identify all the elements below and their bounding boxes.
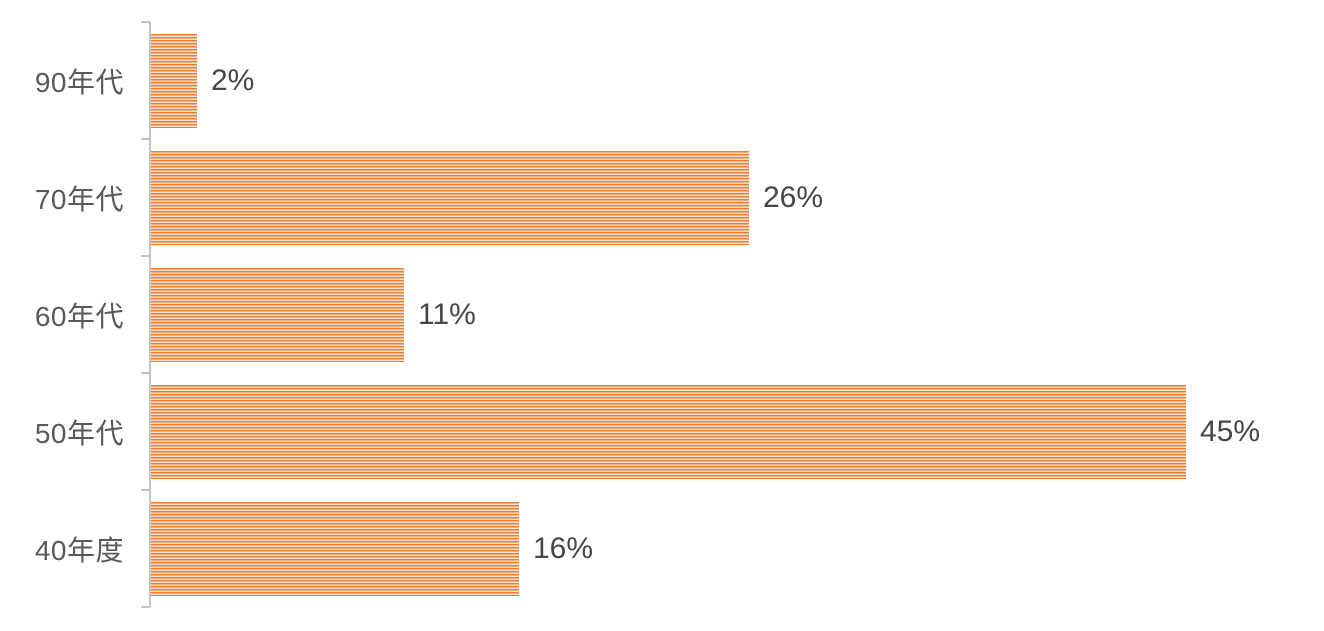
- bar-series-point: [151, 150, 749, 245]
- axis-tick: [141, 138, 150, 140]
- axis-tick: [141, 489, 150, 491]
- axis-tick: [141, 606, 150, 608]
- category-label: 50年代: [34, 417, 124, 449]
- chart-rows: 90年代 2% 70年代 26% 60年代 11% 50年代 45% 40年度 16%: [0, 22, 1324, 607]
- chart-row: 90年代 2%: [0, 22, 1324, 139]
- value-label: 45%: [1200, 414, 1261, 448]
- chart-row: 50年代 45%: [0, 373, 1324, 490]
- value-label: 2%: [211, 63, 255, 97]
- chart-row: 60年代 11%: [0, 256, 1324, 373]
- category-label: 90年代: [34, 66, 124, 98]
- value-label: 16%: [533, 531, 594, 565]
- chart-row: 70年代 26%: [0, 139, 1324, 256]
- category-label: 60年代: [34, 300, 124, 332]
- value-label: 11%: [418, 297, 476, 331]
- chart-row: 40年度 16%: [0, 490, 1324, 607]
- bar-series-point: [151, 384, 1186, 479]
- value-label: 26%: [763, 180, 824, 214]
- axis-tick: [141, 255, 150, 257]
- axis-tick: [141, 372, 150, 374]
- category-axis-line: [149, 22, 151, 607]
- category-label: 70年代: [34, 183, 124, 215]
- axis-tick: [141, 21, 150, 23]
- bar-series-point: [151, 267, 404, 362]
- bar-series-point: [151, 501, 519, 596]
- category-label: 40年度: [34, 534, 124, 566]
- bar-series-point: [151, 33, 197, 128]
